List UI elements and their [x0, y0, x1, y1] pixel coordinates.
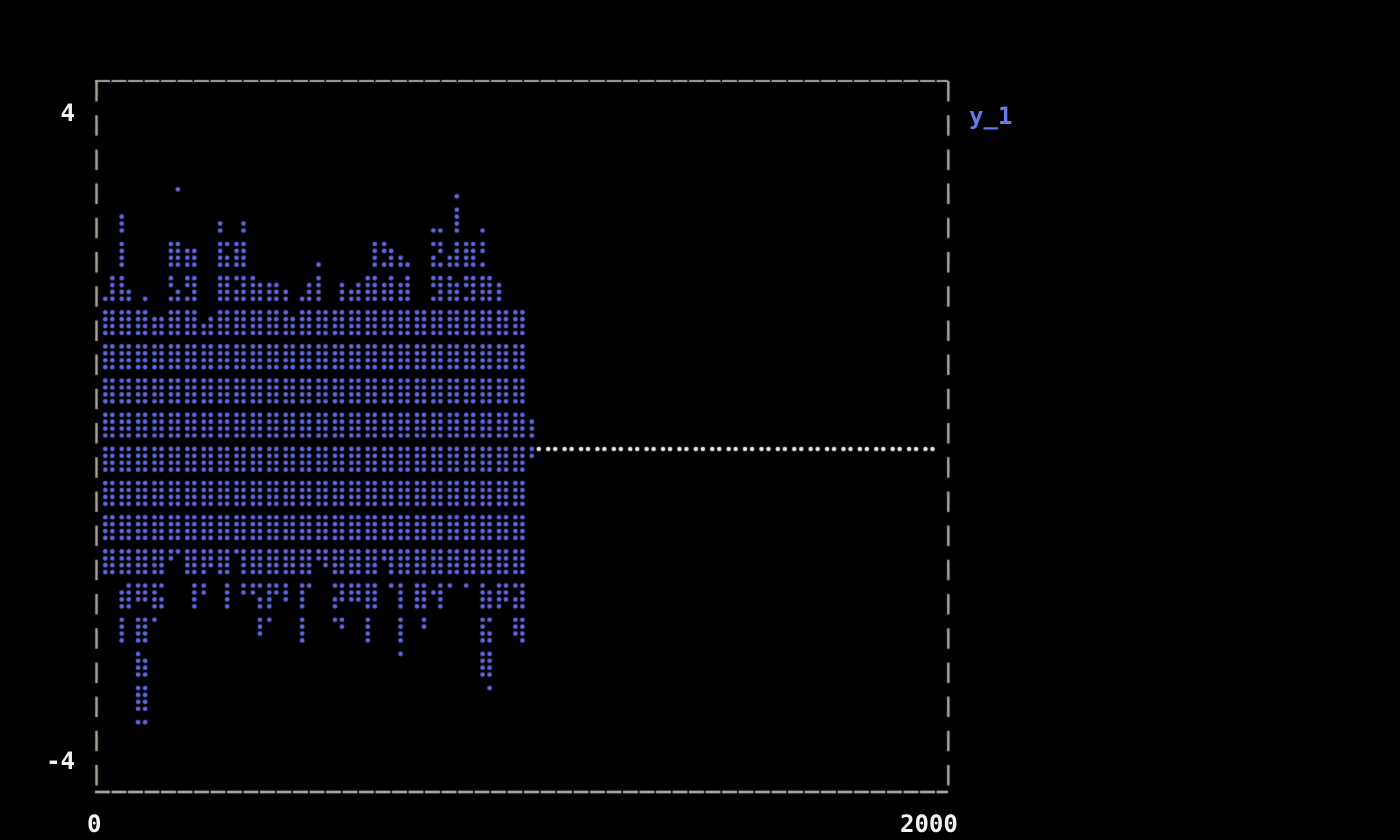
legend-label-y1: y_1 — [969, 102, 1013, 130]
y-axis-tick-min: -4 — [46, 747, 75, 775]
y-axis-tick-max: 4 — [60, 99, 75, 127]
x-axis-tick-max: 2000 — [900, 810, 958, 838]
x-axis-tick-min: 0 — [87, 810, 102, 838]
